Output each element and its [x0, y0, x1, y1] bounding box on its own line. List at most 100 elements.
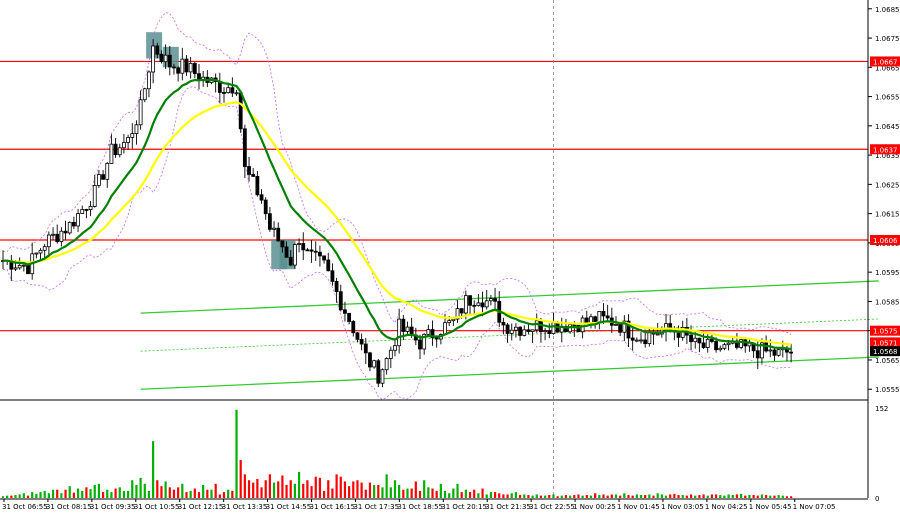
candle-body — [363, 343, 368, 354]
candle-body — [276, 227, 281, 242]
price-tick-label: 1.0665 — [875, 64, 900, 72]
level-label-box — [870, 325, 900, 336]
candle-body — [322, 255, 326, 261]
candle-body — [634, 339, 639, 342]
moving-average-slow — [3, 101, 792, 346]
candle-body — [230, 87, 235, 94]
candle-body — [710, 338, 714, 342]
candle-body — [180, 58, 185, 74]
candle-body — [92, 185, 97, 207]
candle-body — [222, 92, 226, 94]
time-tick-label: 31 Oct 21:35 — [485, 503, 531, 511]
candle-body — [455, 308, 460, 320]
candle-body — [305, 249, 310, 252]
candle-body — [80, 209, 85, 214]
candle-body — [372, 360, 377, 368]
candle-body — [505, 324, 510, 334]
candle-body — [422, 333, 427, 350]
candle-body — [309, 249, 314, 252]
price-label-box — [870, 337, 900, 348]
candle-body — [155, 45, 160, 55]
level-label: 1.0575 — [873, 328, 898, 336]
bollinger-upper — [2, 11, 792, 335]
price-tick-label: 1.0585 — [875, 298, 900, 306]
candle-body — [518, 326, 522, 336]
candle-body — [572, 324, 577, 327]
candle-body — [639, 339, 643, 342]
candle-body — [13, 267, 18, 270]
candle-body — [714, 341, 718, 351]
candle-body — [755, 350, 760, 359]
candle-body — [451, 318, 456, 322]
volume-tick-label: 152 — [875, 405, 888, 413]
candle-body — [643, 339, 648, 345]
level-label-box — [870, 56, 900, 67]
candle-body — [760, 342, 764, 359]
time-tick-label: 31 Oct 22:55 — [529, 503, 575, 511]
candle-body — [34, 252, 39, 255]
price-tick-label: 1.0565 — [875, 357, 900, 365]
candle-body — [484, 300, 489, 308]
candle-body — [351, 321, 356, 334]
candle-body — [551, 322, 556, 335]
candle-body — [313, 250, 318, 253]
candle-body — [664, 323, 668, 331]
volume-pane — [1, 409, 793, 498]
candle-body — [267, 213, 272, 230]
candle-body — [67, 221, 72, 234]
candle-body — [405, 326, 410, 332]
candle-body — [105, 162, 110, 180]
candle-body — [739, 339, 743, 348]
time-tick-label: 31 Oct 18:55 — [397, 503, 443, 511]
candle-body — [459, 308, 464, 314]
candle-body — [426, 329, 431, 335]
candle-body — [242, 128, 247, 167]
candle-body — [226, 87, 231, 94]
time-tick-label: 31 Oct 20:15 — [441, 503, 487, 511]
candle-body — [647, 332, 652, 345]
candle-body — [359, 338, 364, 345]
candle-body — [151, 45, 156, 73]
candle-body — [51, 233, 55, 236]
candle-body — [238, 92, 243, 130]
level-label: 1.0606 — [873, 237, 898, 245]
candle-body — [134, 124, 139, 134]
candle-body — [547, 330, 552, 335]
candle-body — [234, 92, 239, 95]
candle-body — [705, 338, 710, 348]
candle-body — [159, 53, 164, 63]
candle-body — [184, 58, 189, 73]
candle-body — [626, 320, 631, 339]
level-label: 1.0667 — [873, 58, 898, 66]
price-tick-label: 1.0635 — [875, 152, 900, 160]
candle-body — [480, 302, 485, 308]
candle-body — [301, 243, 306, 251]
candle-body — [601, 311, 606, 317]
candle-body — [130, 133, 135, 138]
candle-body — [368, 352, 372, 368]
candle-body — [76, 213, 80, 227]
candle-body — [597, 311, 602, 324]
candle-body — [326, 259, 331, 272]
price-tick-label: 1.0625 — [875, 181, 900, 189]
price-label: 1.0571 — [873, 339, 898, 347]
time-tick-label: 31 Oct 08:15 — [46, 503, 92, 511]
candle-body — [247, 166, 251, 175]
candle-body — [280, 240, 285, 248]
candle-body — [614, 323, 618, 326]
candle-body — [38, 249, 43, 254]
candle-body — [42, 246, 47, 251]
candle-body — [113, 143, 118, 156]
candle-body — [188, 63, 193, 73]
candle-body — [468, 295, 472, 306]
candle-body — [192, 63, 197, 75]
candle-body — [347, 312, 352, 322]
candle-body — [522, 329, 527, 336]
candle-body — [376, 360, 381, 384]
time-tick-label: 1 Nov 03:05 — [661, 503, 704, 511]
candle-body — [343, 309, 347, 314]
price-tick-label: 1.0615 — [875, 211, 900, 219]
